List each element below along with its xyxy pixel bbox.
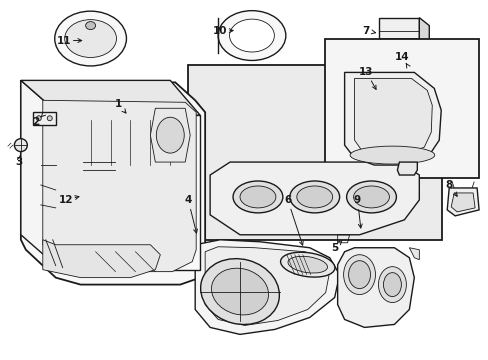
Text: 7: 7 bbox=[361, 26, 368, 36]
Ellipse shape bbox=[233, 181, 282, 213]
Polygon shape bbox=[82, 148, 115, 185]
Polygon shape bbox=[205, 247, 329, 325]
Ellipse shape bbox=[64, 20, 116, 58]
Ellipse shape bbox=[85, 22, 95, 30]
Polygon shape bbox=[101, 140, 115, 148]
Ellipse shape bbox=[14, 139, 27, 152]
Text: 10: 10 bbox=[212, 26, 227, 36]
Text: 4: 4 bbox=[184, 195, 191, 205]
Ellipse shape bbox=[346, 181, 396, 213]
Ellipse shape bbox=[296, 186, 332, 208]
Ellipse shape bbox=[229, 19, 274, 52]
Ellipse shape bbox=[353, 186, 388, 208]
Ellipse shape bbox=[378, 267, 406, 302]
Polygon shape bbox=[21, 80, 205, 285]
Polygon shape bbox=[419, 18, 428, 55]
Ellipse shape bbox=[240, 186, 275, 208]
Text: 5: 5 bbox=[330, 243, 338, 253]
Polygon shape bbox=[150, 108, 190, 162]
Polygon shape bbox=[42, 240, 160, 278]
Polygon shape bbox=[447, 188, 478, 216]
Ellipse shape bbox=[211, 268, 268, 315]
Polygon shape bbox=[82, 185, 123, 193]
Polygon shape bbox=[21, 80, 61, 270]
Polygon shape bbox=[21, 230, 200, 270]
Ellipse shape bbox=[200, 258, 279, 324]
Polygon shape bbox=[354, 78, 431, 156]
Ellipse shape bbox=[36, 116, 41, 121]
Ellipse shape bbox=[280, 252, 334, 277]
Bar bbox=[324, 39, 478, 178]
Text: 2: 2 bbox=[32, 117, 40, 127]
Ellipse shape bbox=[343, 255, 375, 294]
Text: 8: 8 bbox=[445, 180, 452, 190]
Ellipse shape bbox=[289, 181, 339, 213]
Text: 3: 3 bbox=[15, 157, 22, 167]
Ellipse shape bbox=[383, 273, 401, 297]
Ellipse shape bbox=[156, 117, 184, 153]
Polygon shape bbox=[115, 148, 123, 193]
Ellipse shape bbox=[348, 261, 370, 289]
Polygon shape bbox=[218, 18, 222, 54]
Bar bbox=[188, 66, 441, 240]
Polygon shape bbox=[379, 48, 428, 55]
Polygon shape bbox=[195, 240, 339, 334]
Polygon shape bbox=[68, 28, 112, 55]
Polygon shape bbox=[344, 72, 440, 165]
Ellipse shape bbox=[287, 256, 327, 273]
Polygon shape bbox=[379, 18, 419, 48]
Polygon shape bbox=[397, 162, 416, 175]
Ellipse shape bbox=[349, 146, 434, 164]
Polygon shape bbox=[450, 193, 474, 212]
Ellipse shape bbox=[218, 11, 285, 60]
Polygon shape bbox=[21, 80, 200, 115]
Text: 1: 1 bbox=[115, 99, 122, 109]
Polygon shape bbox=[82, 140, 96, 148]
Text: 13: 13 bbox=[359, 67, 373, 77]
Polygon shape bbox=[61, 115, 200, 270]
Ellipse shape bbox=[47, 116, 52, 121]
Polygon shape bbox=[337, 248, 413, 328]
Text: 14: 14 bbox=[394, 53, 409, 63]
Ellipse shape bbox=[55, 11, 126, 66]
Polygon shape bbox=[33, 112, 56, 125]
Text: 9: 9 bbox=[353, 195, 360, 205]
Text: 12: 12 bbox=[59, 195, 73, 205]
Text: 6: 6 bbox=[284, 195, 291, 205]
Polygon shape bbox=[210, 162, 419, 235]
Text: 11: 11 bbox=[56, 36, 71, 46]
Polygon shape bbox=[42, 100, 196, 272]
Polygon shape bbox=[408, 248, 419, 260]
